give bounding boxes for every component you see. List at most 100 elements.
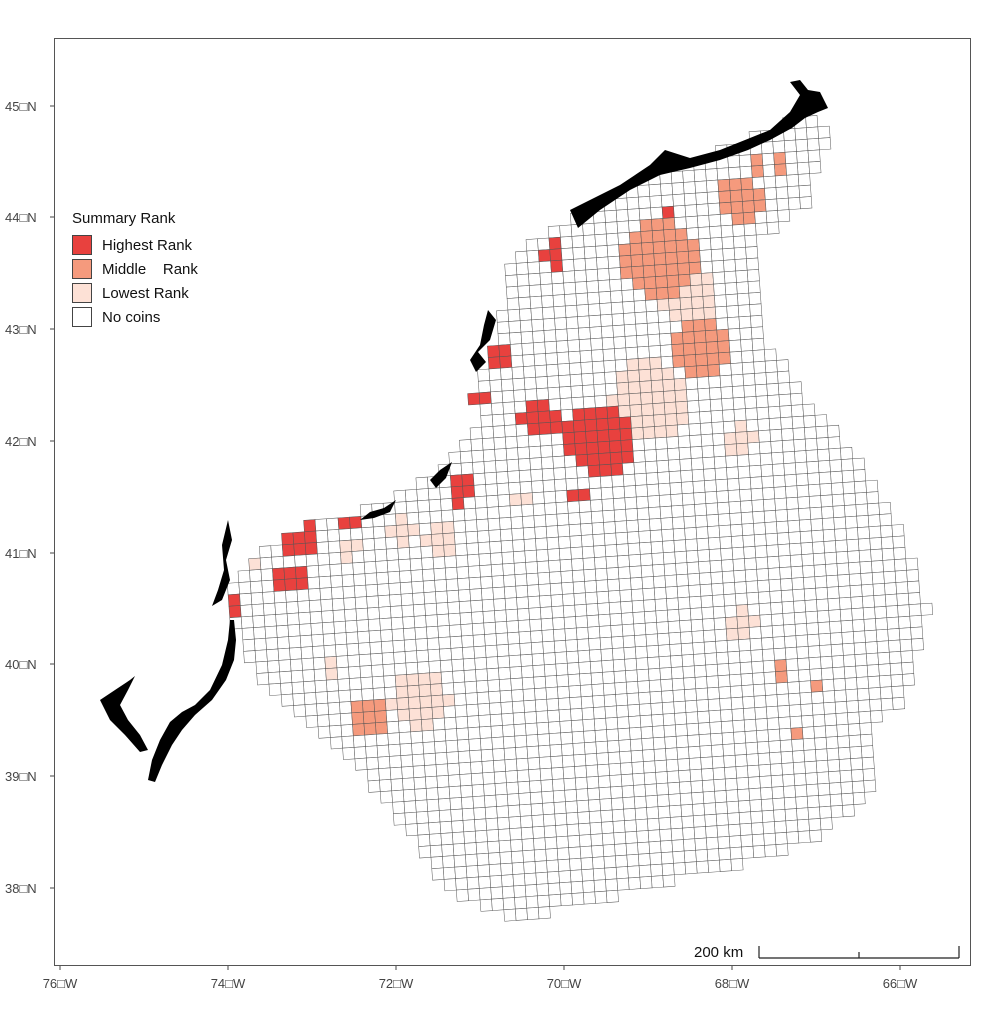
grid-cell bbox=[692, 480, 706, 494]
grid-cell bbox=[638, 691, 652, 705]
lat-label: 44□N bbox=[5, 210, 37, 225]
grid-cell bbox=[581, 534, 594, 548]
grid-cell bbox=[642, 426, 656, 440]
grid-cell bbox=[457, 750, 471, 764]
grid-cell bbox=[841, 469, 855, 483]
grid-cell bbox=[370, 652, 384, 666]
grid-cell bbox=[393, 651, 407, 665]
grid-cell bbox=[534, 526, 548, 539]
lon-label: 66□W bbox=[883, 976, 918, 991]
grid-cell bbox=[608, 267, 622, 281]
lat-label: 43□N bbox=[5, 322, 37, 337]
grid-cell bbox=[521, 838, 535, 852]
grid-cell bbox=[440, 509, 454, 523]
grid-cell bbox=[778, 716, 792, 730]
grid-cell bbox=[736, 442, 749, 456]
grid-cell bbox=[295, 565, 308, 579]
grid-cell bbox=[650, 541, 664, 554]
grid-cell bbox=[581, 868, 595, 882]
grid-cell bbox=[806, 622, 820, 636]
grid-cell bbox=[624, 335, 638, 349]
grid-cell bbox=[528, 768, 542, 782]
grid-cell bbox=[690, 780, 704, 794]
grid-cell bbox=[519, 319, 533, 333]
grid-cell bbox=[352, 723, 366, 737]
grid-cell bbox=[344, 620, 358, 633]
grid-cell bbox=[552, 789, 566, 803]
grid-cell bbox=[569, 373, 583, 387]
grid-cell bbox=[442, 693, 456, 707]
grid-cell bbox=[862, 768, 876, 782]
grid-cell bbox=[792, 588, 806, 602]
grid-cell bbox=[439, 820, 453, 834]
grid-cell bbox=[414, 788, 428, 801]
grid-cell bbox=[719, 374, 733, 388]
grid-cell bbox=[238, 581, 252, 595]
grid-cell bbox=[651, 391, 665, 404]
grid-cell bbox=[507, 631, 521, 645]
grid-cell bbox=[597, 279, 611, 293]
grid-cell bbox=[751, 499, 765, 513]
grid-cell bbox=[694, 503, 707, 517]
grid-cell bbox=[456, 727, 470, 741]
grid-cell bbox=[683, 192, 697, 206]
grid-cell bbox=[595, 406, 608, 420]
grid-cell bbox=[707, 859, 721, 873]
grid-cell bbox=[901, 661, 915, 675]
grid-cell bbox=[331, 586, 344, 600]
grid-cell bbox=[672, 689, 686, 703]
grid-cell bbox=[742, 695, 756, 709]
grid-cell bbox=[735, 604, 749, 618]
grid-cell bbox=[625, 346, 639, 360]
grid-cell bbox=[563, 777, 577, 791]
grid-cell bbox=[665, 263, 679, 277]
grid-cell bbox=[749, 476, 763, 490]
grid-cell bbox=[595, 579, 609, 593]
grid-cell bbox=[740, 834, 754, 848]
grid-cell bbox=[584, 418, 598, 432]
grid-cell bbox=[301, 657, 315, 671]
grid-cell bbox=[576, 304, 590, 317]
grid-cell bbox=[424, 602, 438, 616]
grid-cell bbox=[461, 807, 475, 821]
grid-cell bbox=[691, 296, 704, 309]
grid-cell bbox=[667, 620, 681, 634]
grid-cell bbox=[578, 327, 591, 340]
grid-cell bbox=[680, 631, 693, 644]
grid-cell bbox=[471, 611, 484, 625]
grid-cell bbox=[694, 514, 708, 528]
grid-cell bbox=[557, 685, 570, 699]
grid-cell bbox=[663, 563, 677, 576]
grid-cell bbox=[385, 709, 399, 723]
grid-cell bbox=[842, 642, 856, 656]
grid-cell bbox=[814, 414, 828, 428]
grid-cell bbox=[534, 364, 548, 378]
grid-cell bbox=[598, 613, 611, 627]
grid-cell bbox=[538, 744, 551, 758]
grid-cell bbox=[346, 643, 360, 656]
grid-cell bbox=[413, 615, 427, 629]
grid-cell bbox=[747, 603, 761, 617]
grid-cell bbox=[739, 822, 753, 836]
grid-cell bbox=[661, 528, 675, 542]
grid-cell bbox=[679, 781, 692, 794]
grid-cell bbox=[592, 372, 606, 385]
grid-cell bbox=[708, 375, 722, 389]
grid-cell bbox=[367, 607, 380, 620]
grid-cell bbox=[264, 625, 278, 639]
grid-cell bbox=[367, 618, 381, 632]
grid-cell bbox=[779, 739, 793, 753]
grid-cell bbox=[696, 699, 710, 713]
grid-cell bbox=[757, 752, 771, 766]
grid-cell bbox=[392, 801, 406, 815]
grid-cell bbox=[586, 614, 600, 628]
grid-cell bbox=[615, 531, 629, 545]
grid-cell bbox=[534, 860, 548, 874]
grid-cell bbox=[561, 420, 575, 434]
grid-cell bbox=[524, 388, 538, 402]
grid-cell bbox=[872, 583, 886, 596]
grid-cell bbox=[779, 728, 792, 741]
grid-cell bbox=[608, 428, 622, 442]
grid-cell bbox=[772, 463, 785, 477]
grid-cell bbox=[721, 559, 734, 572]
